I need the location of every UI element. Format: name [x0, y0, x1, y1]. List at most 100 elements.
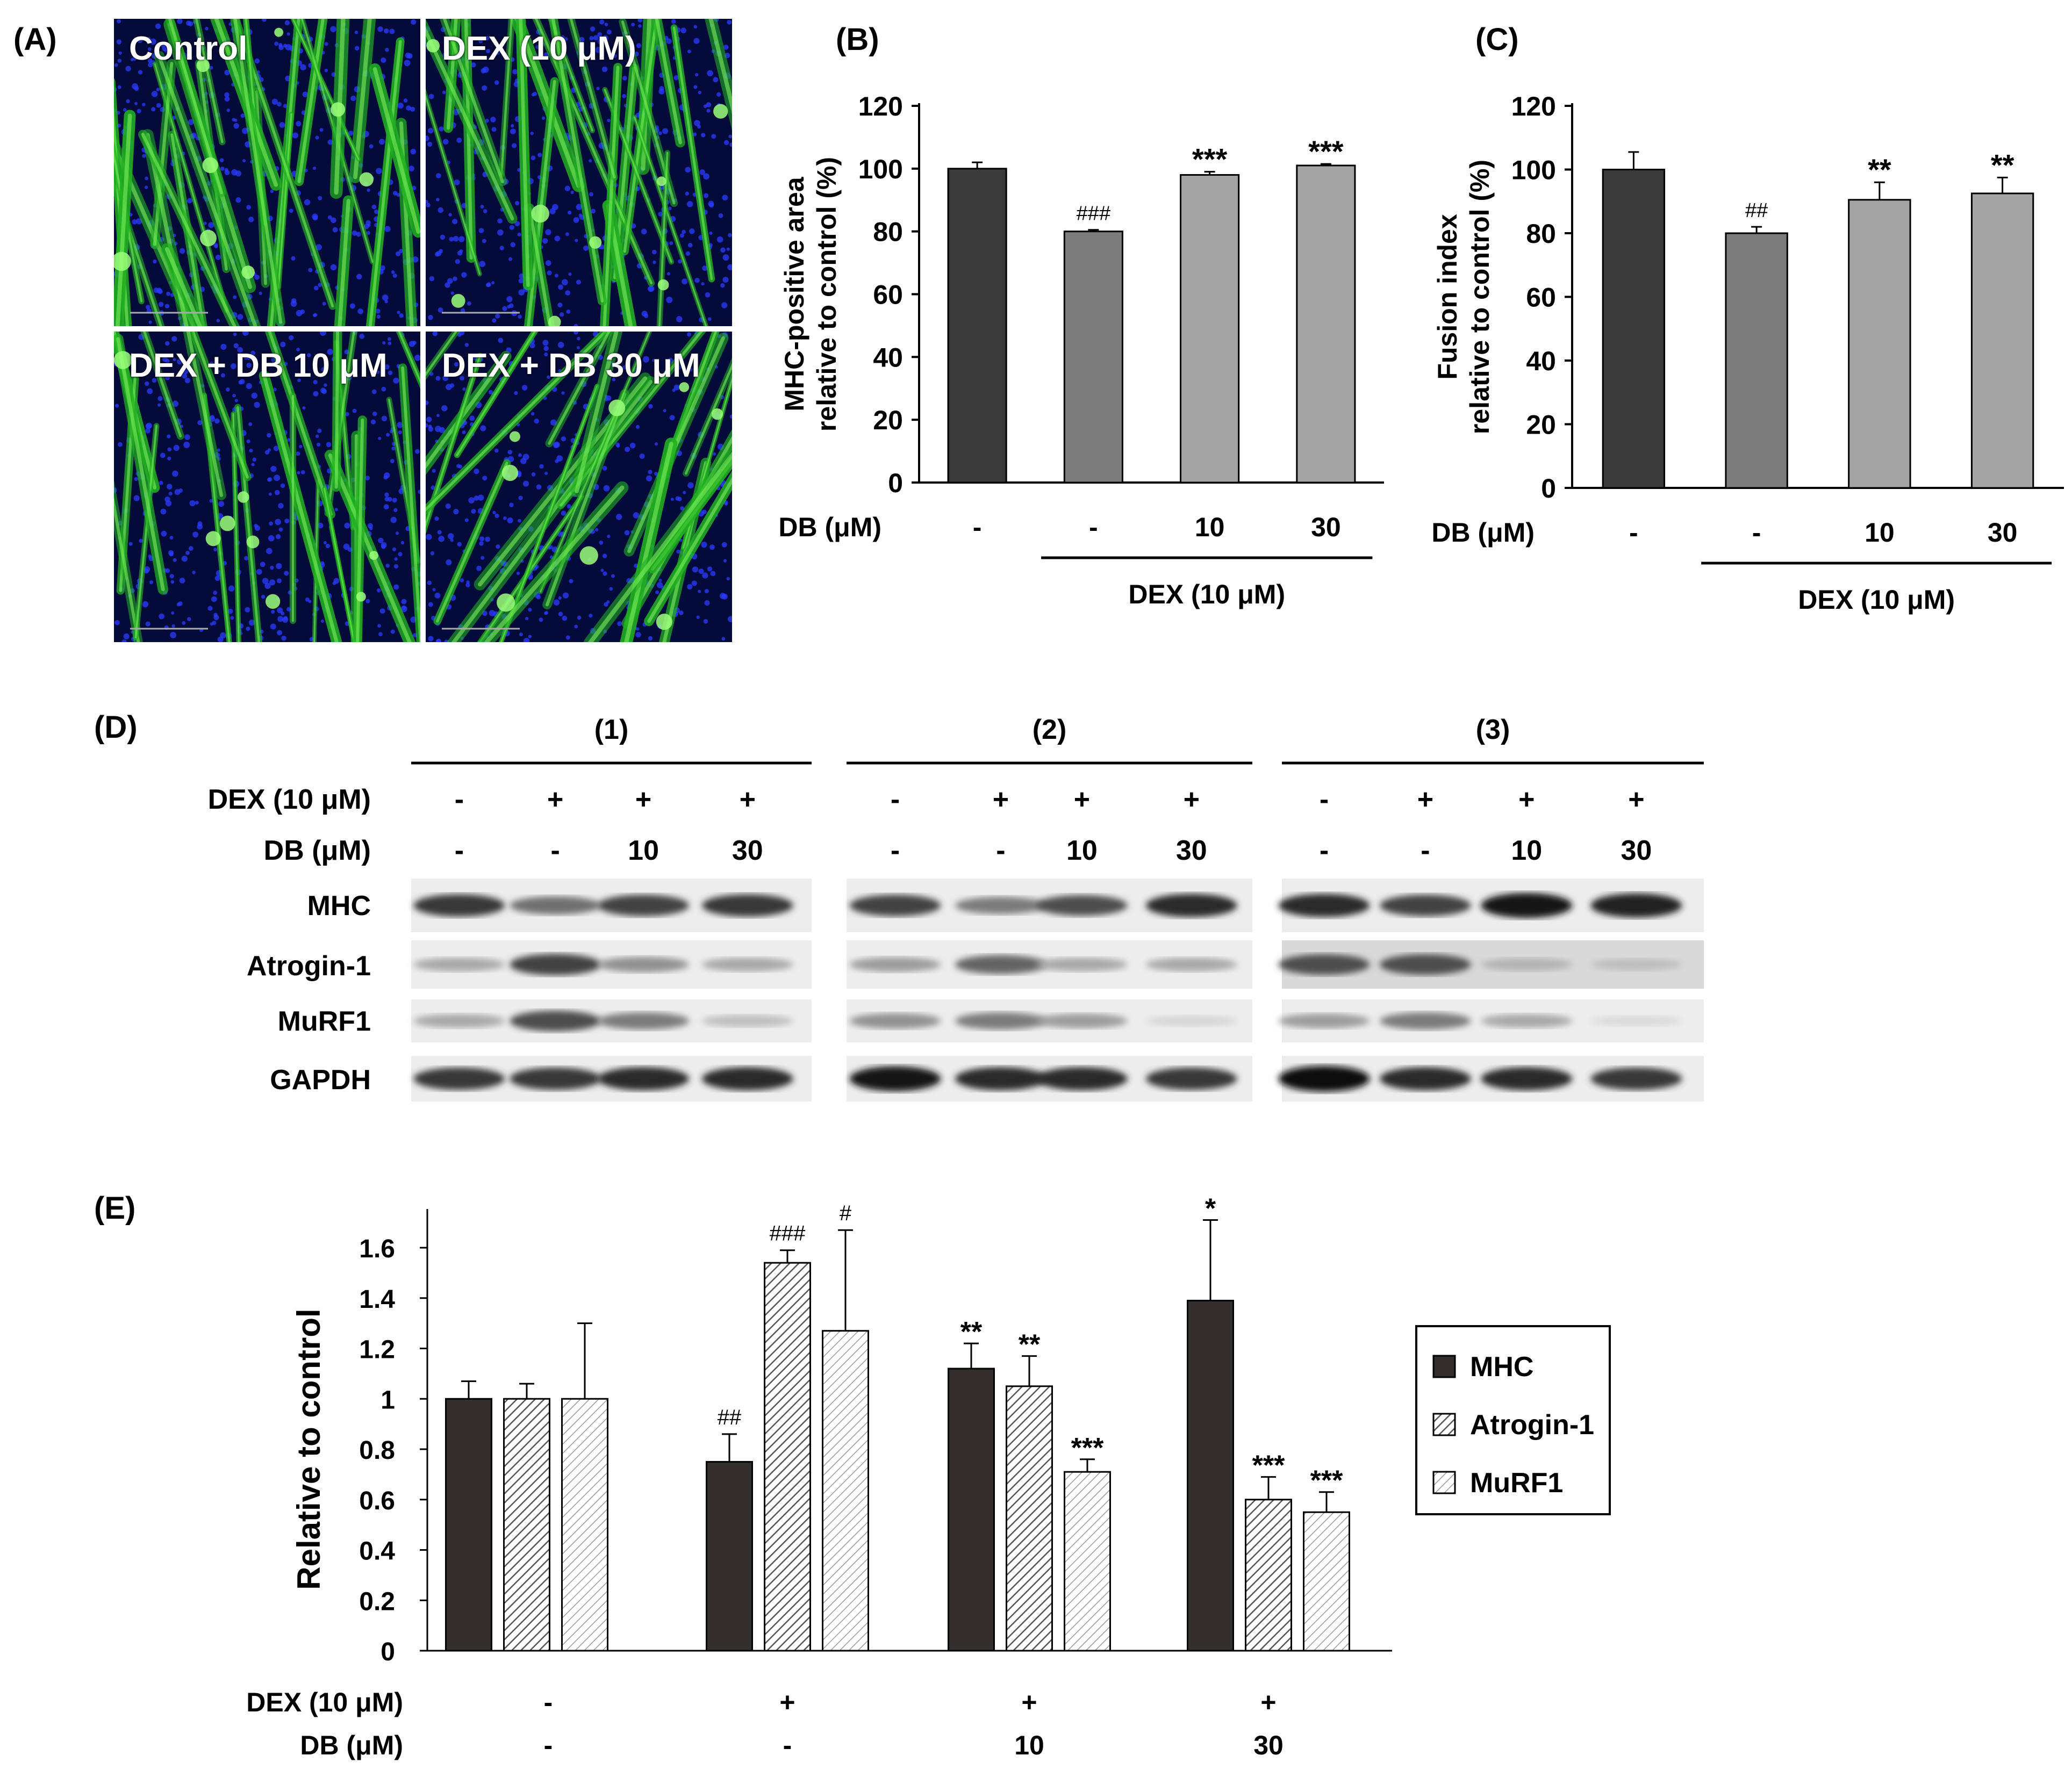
nucleus: [233, 295, 237, 299]
bright-spot: [219, 515, 235, 531]
nucleus: [312, 213, 318, 220]
nucleus: [233, 332, 237, 336]
nucleus: [392, 274, 397, 278]
nucleus: [297, 378, 301, 383]
nucleus: [172, 400, 179, 407]
nucleus: [666, 272, 670, 276]
nucleus: [535, 45, 540, 49]
nucleus: [213, 548, 218, 552]
blot-condition-value: +: [1074, 784, 1090, 815]
nucleus: [137, 37, 143, 44]
nucleus: [721, 302, 728, 308]
nucleus: [357, 308, 363, 314]
blot-band: [1590, 1016, 1682, 1026]
nucleus: [376, 314, 381, 319]
myotube-highlight: [262, 373, 339, 642]
nucleus: [291, 298, 297, 304]
bar: [1970, 192, 2034, 489]
nucleus: [442, 375, 449, 382]
nucleus: [507, 517, 513, 524]
nucleus: [397, 422, 403, 428]
nucleus: [641, 311, 648, 317]
bright-spot: [501, 464, 519, 481]
nucleus: [685, 167, 691, 173]
nucleus: [280, 483, 285, 488]
nucleus: [270, 623, 276, 630]
nucleus: [381, 544, 386, 549]
nucleus: [233, 343, 239, 349]
nucleus: [434, 516, 439, 521]
nucleus: [481, 556, 485, 560]
nucleus: [145, 621, 150, 627]
nucleus: [205, 26, 209, 31]
nucleus: [246, 383, 252, 390]
y-tick-label: 100: [1511, 155, 1556, 185]
nucleus: [271, 610, 275, 614]
nucleus: [174, 489, 181, 495]
nucleus: [392, 498, 397, 503]
nucleus: [554, 274, 558, 278]
bar: [947, 168, 1007, 484]
nucleus: [350, 95, 356, 102]
blot-band: [510, 1010, 601, 1032]
nucleus: [262, 19, 267, 22]
nucleus: [371, 204, 377, 210]
nucleus: [183, 368, 189, 374]
nucleus: [698, 569, 704, 574]
nucleus: [449, 383, 455, 388]
nucleus: [704, 600, 710, 606]
nucleus: [313, 379, 318, 385]
nucleus: [153, 259, 157, 264]
micrograph-label-dex-db30: DEX + DB 30 μM: [442, 347, 700, 384]
nucleus: [663, 409, 666, 413]
nucleus: [530, 155, 536, 161]
nucleus: [156, 88, 160, 91]
nucleus: [450, 291, 454, 295]
nucleus: [233, 123, 239, 129]
bright-spot: [713, 104, 728, 119]
nucleus: [476, 565, 482, 571]
nucleus: [379, 139, 385, 145]
nucleus: [169, 536, 174, 540]
nucleus: [366, 231, 370, 235]
nucleus: [518, 289, 525, 296]
nucleus: [435, 639, 440, 642]
nucleus: [682, 229, 686, 234]
y-tick-label: 20: [873, 405, 903, 435]
y-axis-label-line: relative to control (%): [1465, 160, 1495, 434]
nucleus: [629, 442, 636, 449]
nucleus: [171, 611, 175, 615]
nucleus: [395, 251, 401, 256]
nucleus: [534, 418, 539, 424]
y-tick-label: 1.2: [359, 1336, 395, 1364]
myotube-highlight: [157, 54, 257, 326]
nucleus: [296, 451, 300, 456]
nucleus: [558, 596, 562, 600]
nucleus: [618, 41, 622, 46]
nucleus: [300, 64, 306, 70]
nucleus: [246, 205, 251, 210]
nucleus: [390, 459, 395, 464]
condition-value: -: [544, 1687, 553, 1717]
blot-condition-value: +: [1518, 784, 1535, 815]
nucleus: [248, 422, 253, 427]
blot-band: [598, 895, 690, 916]
myotube-highlight: [191, 332, 249, 479]
nucleus: [308, 268, 313, 272]
nucleus: [437, 530, 442, 535]
y-tick-label: 0.8: [359, 1436, 395, 1465]
nucleus: [705, 292, 711, 298]
blot-band: [1481, 1067, 1573, 1091]
nucleus: [648, 404, 653, 409]
myotube-highlight: [232, 413, 240, 642]
nucleus: [308, 600, 312, 603]
nucleus: [394, 557, 398, 561]
nucleus: [126, 99, 130, 103]
blot-condition-value: +: [993, 784, 1009, 815]
nucleus: [480, 205, 484, 209]
nucleus: [726, 577, 730, 581]
nucleus: [318, 283, 322, 287]
nucleus: [467, 301, 471, 306]
nucleus: [248, 619, 255, 626]
nucleus: [573, 323, 578, 326]
